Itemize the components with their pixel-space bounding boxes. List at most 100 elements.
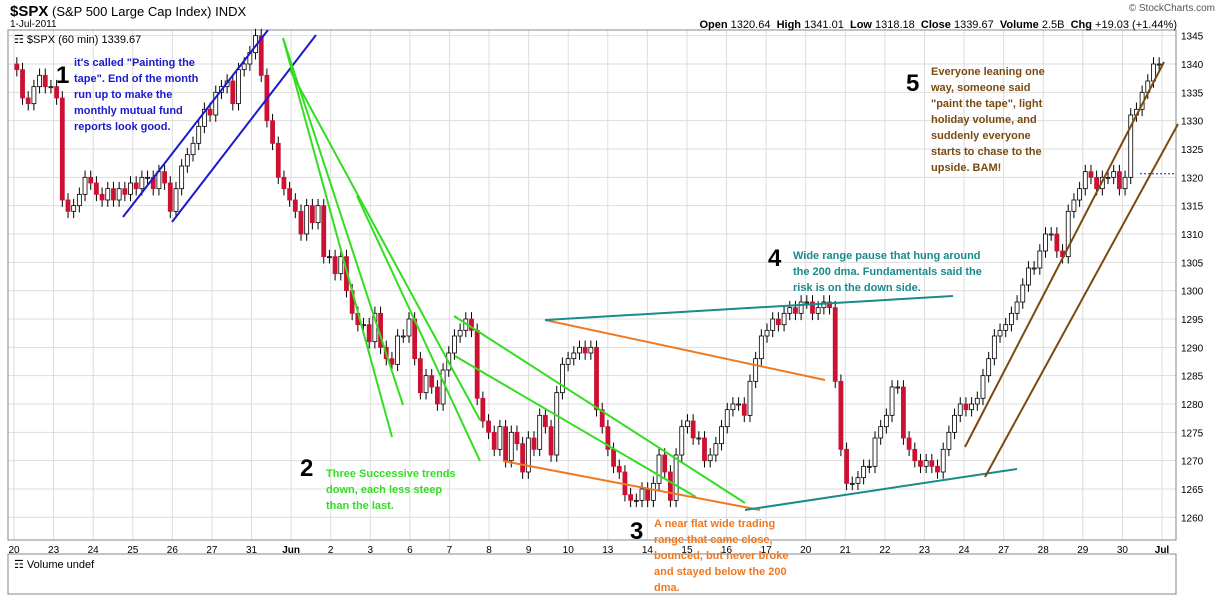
gridlines [8,30,1176,540]
candle-body [918,460,923,467]
volume-label: Volume [999,19,1039,31]
annotation-1-number: 1 [56,62,70,89]
ohlc-stats: Open 1320.64 High 1341.01 Low 1318.18 Cl… [699,19,1177,31]
x-tick-label: 17 [761,545,773,556]
x-tick-label: 7 [447,545,453,556]
candle-body [980,375,986,399]
candle-body [770,318,776,331]
candle-body [213,91,219,116]
candle-body [685,420,690,428]
low-value: 1318.18 [875,19,915,31]
candle-body [31,86,37,105]
candle-body [139,176,145,190]
x-tick-label: 27 [998,545,1010,556]
stockcharts-credit[interactable]: © StockCharts.com [1128,3,1215,14]
candle-body [753,358,759,382]
candle-body [1031,267,1037,270]
candle-body [1128,114,1134,178]
candle-body [1020,284,1026,303]
candle-body [82,176,88,195]
candle-body [946,431,952,450]
volume-legend: ☶ Volume undef [14,559,95,571]
teal-trendline [544,295,954,321]
brown-trendline [984,123,1179,478]
candle-body [88,176,94,184]
candle-body [906,437,912,450]
open-label: Open [699,19,728,31]
candle-body [54,86,60,99]
candle-body [781,312,787,326]
candle-body [1111,171,1117,178]
candle-body [1014,301,1020,314]
y-tick-label: 1280 [1181,400,1204,411]
candle-body [480,397,486,422]
candle-body [42,74,48,88]
candle-body [1077,188,1082,201]
y-tick-label: 1295 [1181,315,1204,326]
candle-body [20,69,25,99]
candle-body [815,307,821,314]
candle-body [332,256,338,275]
legend-text: $SPX (60 min) 1339.67 [26,34,142,46]
candle-body [434,386,440,405]
candle-body [508,431,514,462]
candle-body [912,448,918,462]
x-tick-label: 6 [407,545,413,556]
candle-body [469,318,474,331]
y-tick-label: 1265 [1181,485,1204,496]
candle-body [844,448,849,484]
candle-body [258,35,264,76]
candles [14,28,1162,508]
candle-body [122,188,128,195]
candle-body [940,448,946,473]
candle-body [969,403,975,411]
candle-body [872,437,878,467]
candle-body [787,307,793,314]
candle-body [1043,233,1048,252]
candle-body [821,301,827,309]
orange-trendline [502,460,761,511]
annotation-5-number: 5 [906,70,920,97]
candle-body [571,352,577,360]
candle-body [895,386,901,389]
volume-value: 2.5B [1041,19,1065,31]
candle-body [275,142,281,178]
close-label: Close [920,19,951,31]
candle-body [1082,171,1088,190]
y-tick-label: 1275 [1181,428,1204,439]
y-tick-label: 1310 [1181,230,1204,241]
x-tick-label: 13 [602,545,614,556]
trendlines [122,29,1179,511]
candle-body [957,403,963,416]
candle-body [1037,250,1043,269]
candle-body [525,437,531,473]
green-trendline [356,195,481,462]
symbol: $SPX [10,3,49,20]
candle-body [400,335,406,338]
candle-body [406,318,412,337]
chg-value: +19.03 (+1.44%) [1095,19,1177,31]
candle-body [156,171,162,190]
y-tick-label: 1325 [1181,145,1204,156]
x-tick-label: 20 [8,545,20,556]
candle-body [423,375,429,394]
candle-body [889,386,895,416]
y-tick-label: 1270 [1181,457,1204,468]
candle-body [883,414,889,428]
candle-body [162,171,168,184]
candle-body [656,454,662,484]
candle-body [594,346,599,411]
candle-body [71,205,77,212]
candle-body [1003,324,1009,331]
candle-body [1026,267,1031,286]
close-value: 1339.67 [953,19,994,31]
y-tick-label: 1260 [1181,513,1204,524]
candle-body [1105,176,1111,179]
candle-body [702,437,707,462]
series-legend: ☶ $SPX (60 min) 1339.67 [14,34,142,46]
candle-body [878,426,884,439]
candle-body [292,199,298,212]
candle-body [201,108,207,127]
y-tick-label: 1320 [1181,173,1204,184]
candle-body [105,188,111,201]
